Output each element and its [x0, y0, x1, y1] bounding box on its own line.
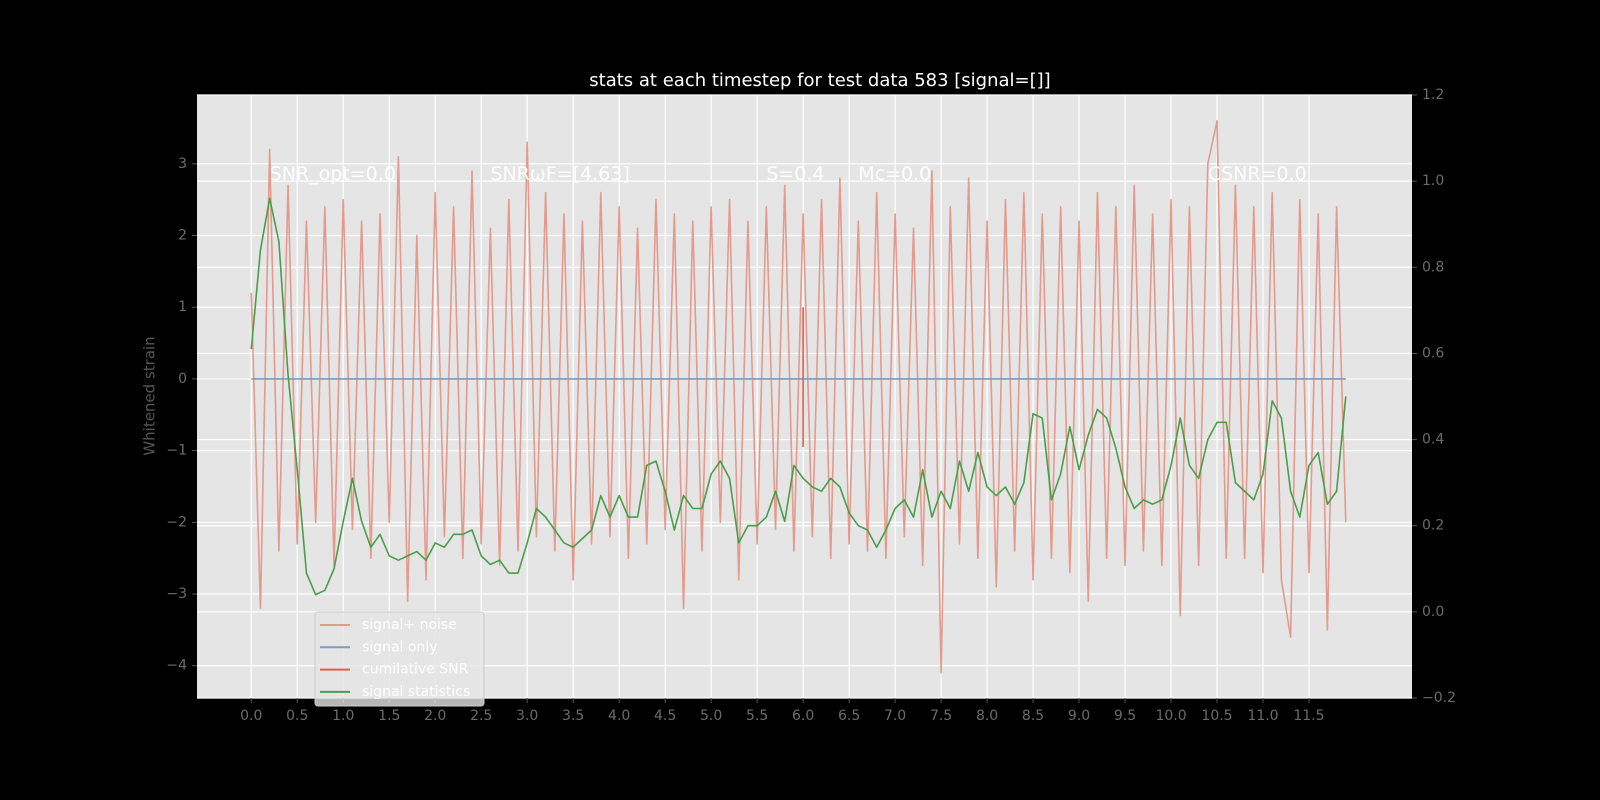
- legend-box: [314, 611, 485, 707]
- x-tick-label: 1.0: [332, 708, 354, 724]
- legend-label: signal statistics: [362, 684, 470, 700]
- series-line: [250, 197, 1347, 596]
- y2-tick-label: 0.6: [1422, 345, 1444, 361]
- x-tick-label: 1.5: [378, 708, 400, 724]
- x-tick-label: 11.5: [1293, 708, 1324, 724]
- chart-title: stats at each timestep for test data 583…: [589, 70, 1050, 91]
- y-tick-label: 2: [178, 228, 187, 244]
- x-tick-label: 5.5: [746, 708, 768, 724]
- annotation: CSNR=0.0: [1208, 163, 1307, 185]
- x-tick-label: 4.5: [654, 708, 676, 724]
- legend-label: signal+ noise: [362, 617, 457, 633]
- x-tick-label: 9.0: [1068, 708, 1090, 724]
- x-tick-label: 9.5: [1114, 708, 1136, 724]
- legend-label: signal only: [362, 639, 437, 655]
- y-axis-label: Whitened strain: [141, 336, 159, 455]
- annotation: S=0.4: [766, 163, 824, 185]
- y2-tick-label: 0.8: [1422, 259, 1444, 275]
- x-tick-label: 8.5: [1022, 708, 1044, 724]
- x-tick-label: 0.5: [286, 708, 308, 724]
- x-tick-label: 0.0: [240, 708, 262, 724]
- x-tick-label: 11.0: [1247, 708, 1278, 724]
- x-tick-label: 8.0: [976, 708, 998, 724]
- y2-tick-label: 0.2: [1422, 518, 1444, 534]
- x-tick-label: 2.0: [424, 708, 446, 724]
- x-tick-label: 7.5: [930, 708, 952, 724]
- x-tick-label: 10.5: [1201, 708, 1232, 724]
- legend: signal+ noise signal only cumilative SNR si…: [314, 611, 485, 707]
- y-tick-label: −2: [166, 514, 187, 530]
- x-tick-label: 7.0: [884, 708, 906, 724]
- annotation: SNRωF=[4.63]: [490, 163, 629, 185]
- y-tick-label: 0: [178, 371, 187, 387]
- y-tick-label: 3: [178, 156, 187, 172]
- y2-tick-label: 1.0: [1422, 173, 1444, 189]
- x-tick-label: 2.5: [470, 708, 492, 724]
- y-tick-label: −1: [166, 443, 187, 459]
- x-tick-label: 3.5: [562, 708, 584, 724]
- y2-tick-label: −0.2: [1422, 690, 1456, 706]
- x-tick-label: 5.0: [700, 708, 722, 724]
- x-tick-label: 3.0: [516, 708, 538, 724]
- grid: [197, 94, 1412, 699]
- x-tick-label: 4.0: [608, 708, 630, 724]
- annotation: SNR_opt=0.0: [270, 163, 396, 185]
- series-line: [250, 120, 1347, 674]
- x-tick-label: 6.5: [838, 708, 860, 724]
- plot: [250, 120, 1347, 674]
- y-tick-label: 1: [178, 299, 187, 315]
- legend-label: cumilative SNR: [362, 662, 469, 678]
- y2-tick-label: 0.0: [1422, 604, 1444, 620]
- y2-tick-label: 1.2: [1422, 87, 1444, 103]
- y-tick-label: −3: [166, 586, 187, 602]
- x-tick-label: 6.0: [792, 708, 814, 724]
- x-tick-label: 10.0: [1155, 708, 1186, 724]
- y2-tick-label: 0.4: [1422, 432, 1444, 448]
- y-tick-label: −4: [166, 658, 187, 674]
- annotation: Mc=0.0: [858, 163, 931, 185]
